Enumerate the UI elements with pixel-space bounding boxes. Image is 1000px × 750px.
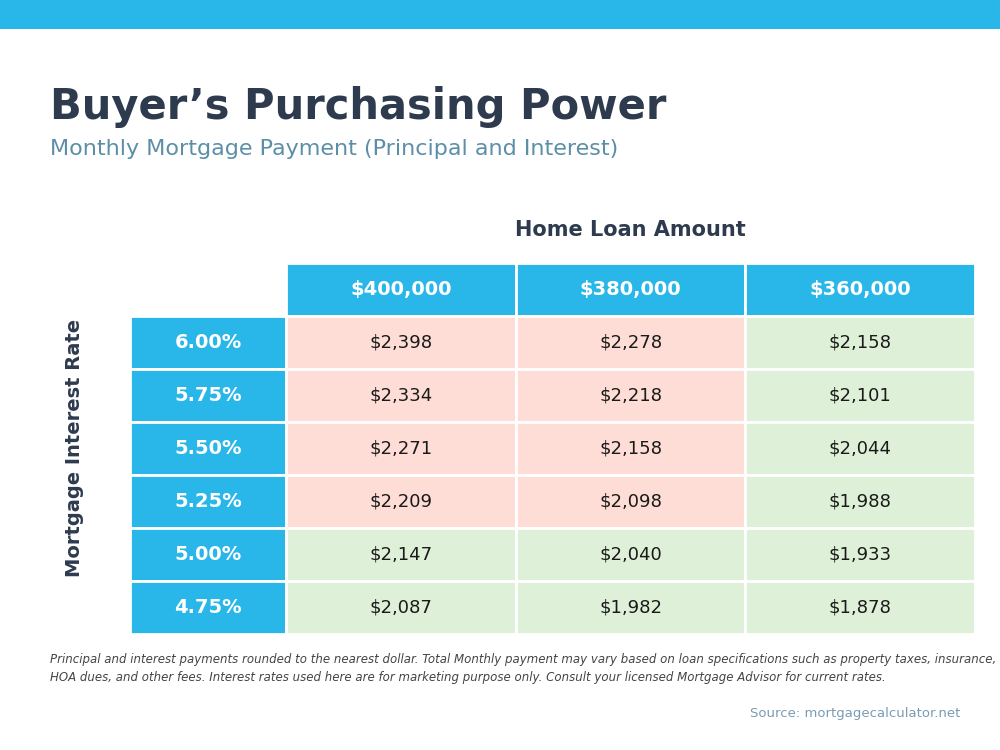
Text: $400,000: $400,000 [350,280,452,298]
Text: 5.25%: 5.25% [174,492,242,511]
Text: $1,988: $1,988 [829,492,892,510]
Text: $2,101: $2,101 [829,386,892,404]
Text: $2,398: $2,398 [370,333,433,351]
Text: $2,218: $2,218 [599,386,662,404]
Text: $2,158: $2,158 [599,440,662,457]
FancyBboxPatch shape [0,0,1000,28]
Text: $2,278: $2,278 [599,333,662,351]
FancyBboxPatch shape [745,422,975,475]
FancyBboxPatch shape [286,368,516,422]
Text: $2,271: $2,271 [370,440,433,457]
Text: Mortgage Interest Rate: Mortgage Interest Rate [66,319,85,578]
Text: $2,209: $2,209 [370,492,433,510]
FancyBboxPatch shape [745,528,975,580]
FancyBboxPatch shape [130,475,286,528]
FancyBboxPatch shape [516,422,745,475]
Text: Home Loan Amount: Home Loan Amount [515,220,746,240]
Text: Principal and interest payments rounded to the nearest dollar. Total Monthly pay: Principal and interest payments rounded … [50,652,996,683]
Text: 5.75%: 5.75% [174,386,242,404]
FancyBboxPatch shape [130,580,286,634]
Text: 5.00%: 5.00% [175,544,242,564]
Text: 6.00%: 6.00% [175,332,242,352]
Text: 4.75%: 4.75% [174,598,242,616]
FancyBboxPatch shape [745,368,975,422]
Text: $2,158: $2,158 [829,333,892,351]
Text: $360,000: $360,000 [809,280,911,298]
FancyBboxPatch shape [516,580,745,634]
Text: $2,044: $2,044 [829,440,892,457]
FancyBboxPatch shape [745,262,975,316]
FancyBboxPatch shape [286,316,516,368]
FancyBboxPatch shape [745,475,975,528]
FancyBboxPatch shape [516,475,745,528]
FancyBboxPatch shape [286,580,516,634]
FancyBboxPatch shape [130,262,286,316]
FancyBboxPatch shape [745,580,975,634]
Text: $2,334: $2,334 [369,386,433,404]
Text: $1,982: $1,982 [599,598,662,616]
Text: $1,878: $1,878 [829,598,892,616]
FancyBboxPatch shape [130,528,286,580]
FancyBboxPatch shape [745,316,975,368]
Text: Monthly Mortgage Payment (Principal and Interest): Monthly Mortgage Payment (Principal and … [50,139,618,159]
FancyBboxPatch shape [516,528,745,580]
Text: $2,040: $2,040 [599,545,662,563]
FancyBboxPatch shape [516,316,745,368]
FancyBboxPatch shape [130,368,286,422]
FancyBboxPatch shape [516,368,745,422]
FancyBboxPatch shape [130,422,286,475]
FancyBboxPatch shape [516,262,745,316]
FancyBboxPatch shape [286,422,516,475]
Text: $1,933: $1,933 [829,545,892,563]
FancyBboxPatch shape [286,475,516,528]
FancyBboxPatch shape [286,528,516,580]
Text: $380,000: $380,000 [580,280,681,298]
FancyBboxPatch shape [286,262,516,316]
Text: Buyer’s Purchasing Power: Buyer’s Purchasing Power [50,86,666,128]
Text: 5.50%: 5.50% [174,439,242,458]
FancyBboxPatch shape [130,316,286,368]
Text: Source: mortgagecalculator.net: Source: mortgagecalculator.net [750,707,960,720]
Text: $2,087: $2,087 [370,598,433,616]
Text: $2,098: $2,098 [599,492,662,510]
Text: $2,147: $2,147 [370,545,433,563]
